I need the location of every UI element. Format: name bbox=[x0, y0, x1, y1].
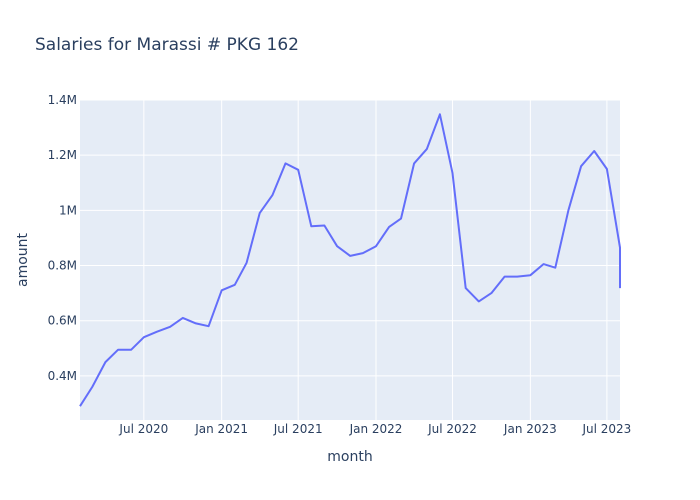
y-tick-label: 0.8M bbox=[48, 259, 77, 273]
y-tick-labels: 0.4M 0.6M 0.8M 1M 1.2M 1.4M bbox=[48, 93, 77, 383]
x-axis-title: month bbox=[327, 449, 372, 465]
y-tick-label: 1.4M bbox=[48, 93, 77, 107]
x-tick-label: Jul 2021 bbox=[273, 422, 323, 436]
y-tick-label: 1M bbox=[59, 203, 77, 217]
y-tick-label: 0.4M bbox=[48, 369, 77, 383]
x-tick-label: Jan 2021 bbox=[194, 422, 248, 436]
x-gridlines bbox=[143, 100, 608, 420]
x-tick-label: Jan 2023 bbox=[503, 422, 557, 436]
y-axis-title: amount bbox=[15, 232, 31, 287]
x-tick-label: Jul 2020 bbox=[118, 422, 168, 436]
chart-title: Salaries for Marassi # PKG 162 bbox=[35, 35, 299, 55]
plot-area bbox=[80, 100, 620, 420]
series-line bbox=[79, 113, 621, 407]
x-tick-label: Jul 2023 bbox=[581, 422, 631, 436]
x-tick-labels: Jul 2020 Jan 2021 Jul 2021 Jan 2022 Jul 2022… bbox=[118, 422, 631, 436]
x-tick-label: Jan 2022 bbox=[349, 422, 403, 436]
y-tick-label: 0.6M bbox=[48, 314, 77, 328]
x-tick-label: Jul 2022 bbox=[427, 422, 477, 436]
y-tick-label: 1.2M bbox=[48, 148, 77, 162]
